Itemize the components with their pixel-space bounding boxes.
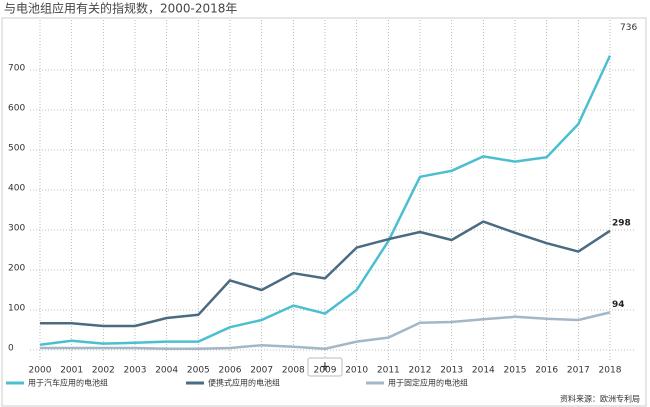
x-tick-label: 2011 bbox=[377, 366, 400, 376]
x-tick-label: 2003 bbox=[124, 366, 147, 376]
x-tick-label: 2013 bbox=[440, 366, 463, 376]
y-tick-label: 400 bbox=[8, 184, 25, 194]
x-tick-label: 2008 bbox=[282, 366, 305, 376]
data-label: 736 bbox=[620, 23, 637, 33]
x-tick-label: 2004 bbox=[155, 366, 178, 376]
x-tick-label: 2001 bbox=[60, 366, 83, 376]
series-line bbox=[40, 220, 611, 328]
series-line bbox=[40, 311, 611, 351]
x-tick-label: 2015 bbox=[504, 366, 527, 376]
y-tick-label: 500 bbox=[8, 144, 25, 154]
y-tick-label: 200 bbox=[8, 264, 25, 274]
x-tick-label: 2016 bbox=[535, 366, 558, 376]
data-label: 94 bbox=[612, 300, 625, 310]
expand-icon: + bbox=[320, 360, 331, 375]
legend-label: 用于固定应用的电池组 bbox=[388, 378, 468, 388]
x-tick-label: 2007 bbox=[250, 366, 273, 376]
y-tick-label: 600 bbox=[8, 104, 25, 114]
legend-label: 便携式应用的电池组 bbox=[208, 378, 280, 388]
series-line bbox=[39, 55, 612, 347]
x-tick-label: 2002 bbox=[92, 366, 115, 376]
x-tick-label: 2018 bbox=[599, 366, 622, 376]
x-tick-label: 2000 bbox=[29, 366, 52, 376]
data-label: 298 bbox=[612, 218, 631, 228]
y-tick-label: 100 bbox=[8, 304, 25, 314]
frame bbox=[1, 17, 647, 407]
x-tick-label: 2012 bbox=[409, 366, 432, 376]
x-tick-label: 2009 bbox=[314, 366, 337, 376]
x-tick-label: 2010 bbox=[345, 366, 368, 376]
y-tick-label: 300 bbox=[8, 224, 25, 234]
y-tick-label: 0 bbox=[8, 344, 14, 354]
expand-button[interactable] bbox=[307, 357, 343, 377]
x-tick-label: 2017 bbox=[567, 366, 590, 376]
x-tick-label: 2005 bbox=[187, 366, 210, 376]
y-tick-label: 700 bbox=[8, 64, 25, 74]
source: 资料来源：欧洲专利局 bbox=[560, 394, 640, 404]
x-tick-label: 2006 bbox=[219, 366, 242, 376]
chart-title: 与电池组应用有关的指规数，2000-2018年 bbox=[4, 1, 237, 16]
legend-label: 用于汽车应用的电池组 bbox=[28, 378, 108, 388]
x-tick-label: 2014 bbox=[472, 366, 495, 376]
